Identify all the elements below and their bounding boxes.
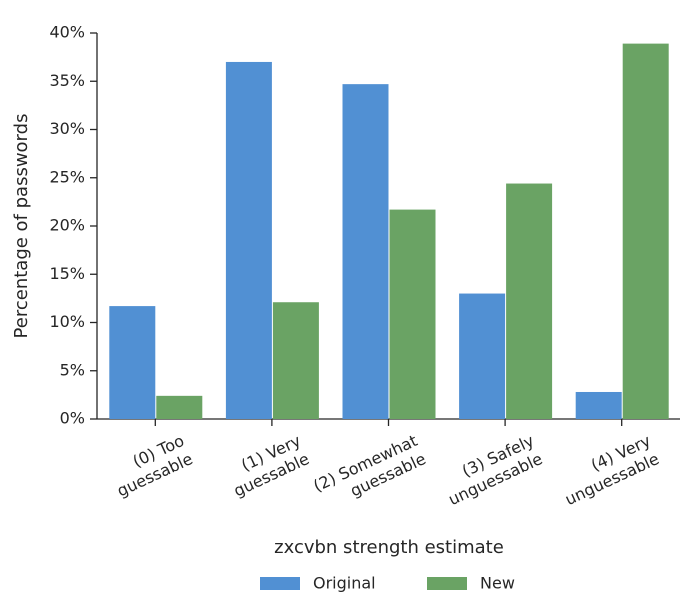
bar (575, 391, 622, 419)
x-tick-label: (3) Safelyunguessable (437, 430, 545, 508)
bar (506, 183, 553, 419)
bar (389, 209, 436, 419)
y-tick-label: 30% (49, 119, 85, 138)
bar (109, 306, 156, 419)
x-tick-label: (2) Somewhatguessable (310, 430, 428, 513)
x-tick-label: (1) Veryguessable (222, 430, 312, 500)
legend-label: Original (313, 574, 376, 593)
bar (342, 84, 389, 420)
x-tick-label: (0) Tooguessable (105, 430, 195, 500)
bar (622, 43, 669, 420)
bar (272, 302, 319, 419)
y-tick-label: 15% (49, 264, 85, 283)
y-axis-label: Percentage of passwords (11, 114, 32, 339)
y-tick-label: 25% (49, 167, 85, 186)
y-tick-label: 35% (49, 71, 85, 90)
y-tick-label: 40% (49, 23, 85, 42)
legend-label: New (480, 574, 515, 593)
legend-swatch (427, 577, 467, 590)
y-tick-label: 10% (49, 312, 85, 331)
y-tick-label: 0% (60, 409, 85, 428)
x-axis-label: zxcvbn strength estimate (274, 537, 504, 558)
bar (225, 61, 272, 419)
bar (156, 395, 203, 419)
bar (459, 293, 506, 419)
y-tick-label: 20% (49, 216, 85, 235)
y-tick-label: 5% (60, 360, 85, 379)
legend-swatch (260, 577, 300, 590)
x-tick-label: (4) Veryunguessable (553, 430, 661, 508)
